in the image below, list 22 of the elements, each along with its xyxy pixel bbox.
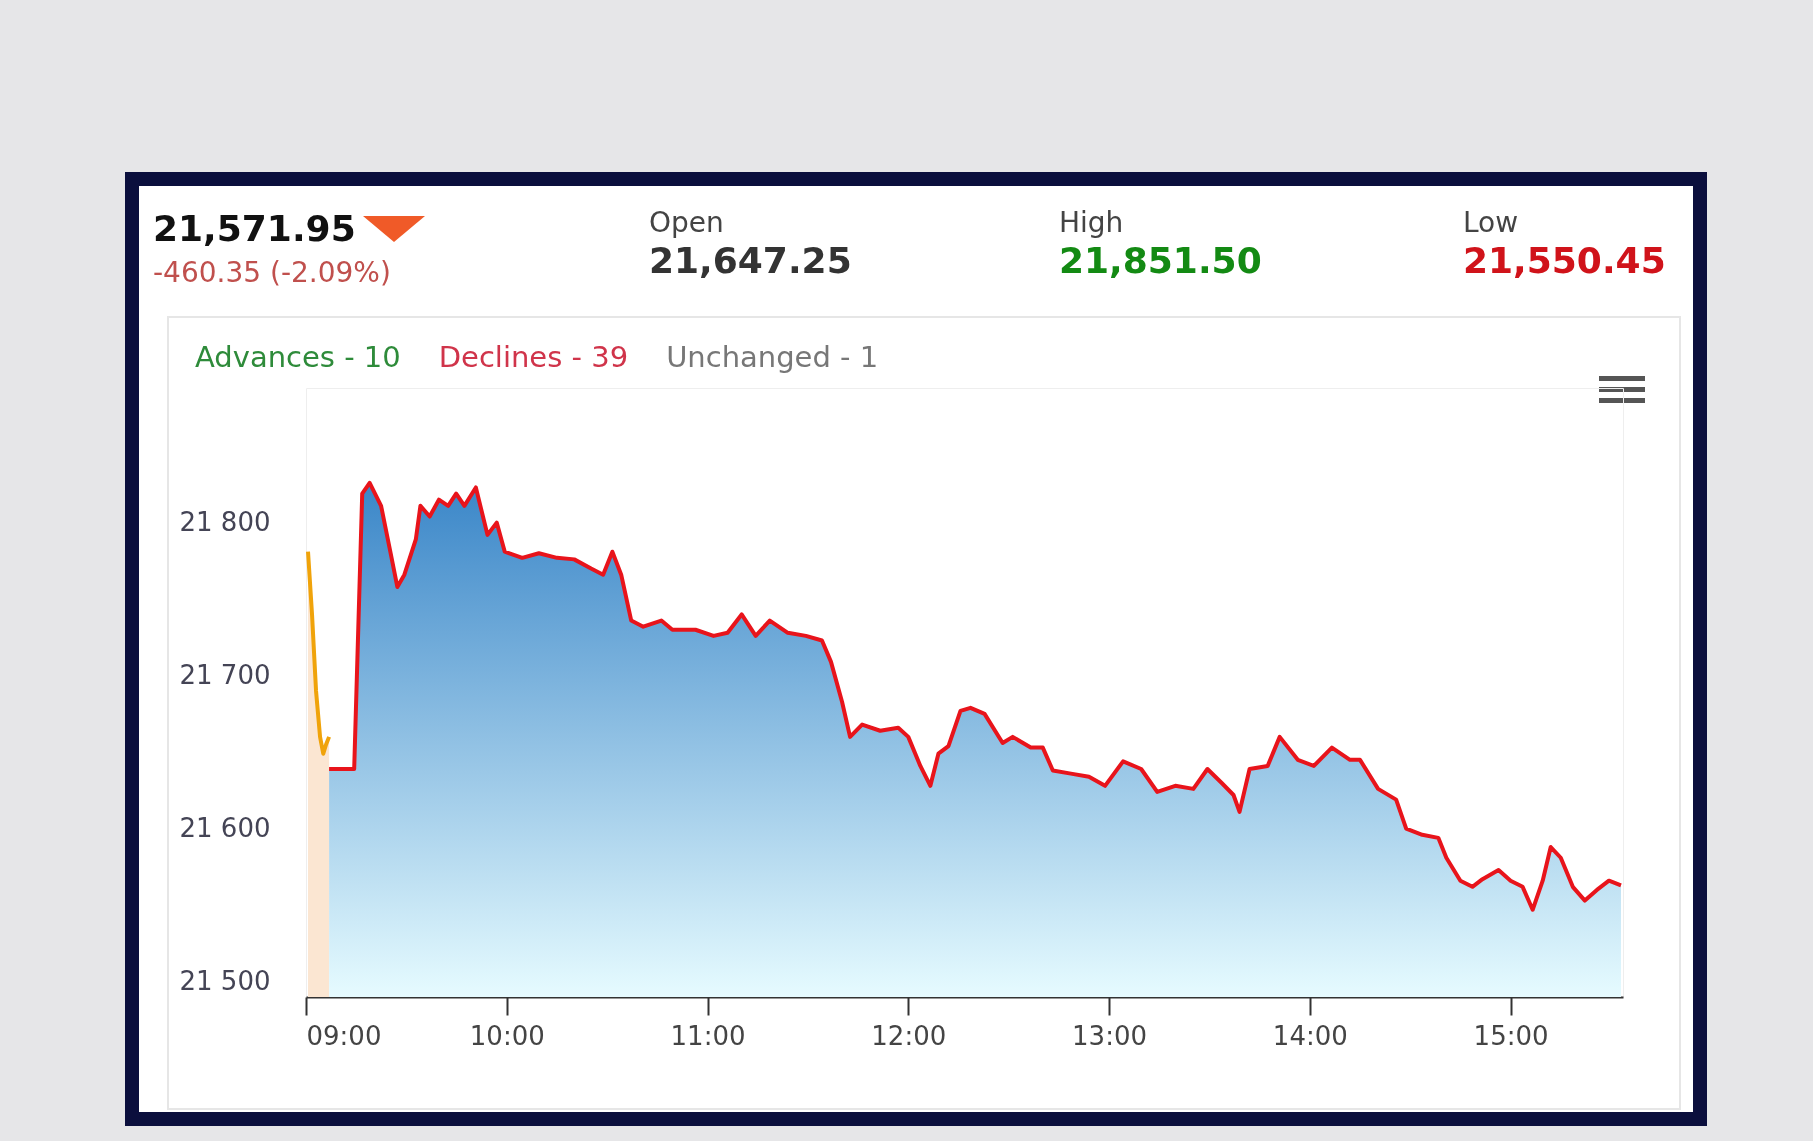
text: 21,851.50	[1059, 240, 1262, 281]
x-tick-label: 15:00	[1473, 1020, 1549, 1051]
text: Unchanged - 1	[666, 340, 879, 374]
x-tick-label: 09:00	[306, 1020, 382, 1051]
text: 21,647.25	[649, 240, 852, 281]
text: Declines - 39	[438, 340, 629, 374]
x-tick-label: 12:00	[871, 1020, 947, 1051]
x-tick-label: 11:00	[670, 1020, 746, 1051]
text: 21,550.45	[1463, 240, 1666, 281]
x-tick-label: 14:00	[1272, 1020, 1348, 1051]
y-tick-label: 21 700	[179, 660, 271, 691]
y-tick-label: 21 800	[179, 507, 271, 538]
x-tick-label: 13:00	[1072, 1020, 1148, 1051]
text: Advances - 10	[195, 340, 401, 374]
text: Low	[1463, 206, 1519, 239]
x-tick-label: 10:00	[469, 1020, 545, 1051]
text: -460.35 (-2.09%)	[153, 256, 391, 289]
y-tick-label: 21 600	[179, 813, 271, 844]
y-tick-label: 21 500	[179, 966, 271, 997]
text: High	[1059, 206, 1124, 239]
text: 21,571.95	[153, 208, 356, 249]
text: Open	[649, 206, 724, 239]
